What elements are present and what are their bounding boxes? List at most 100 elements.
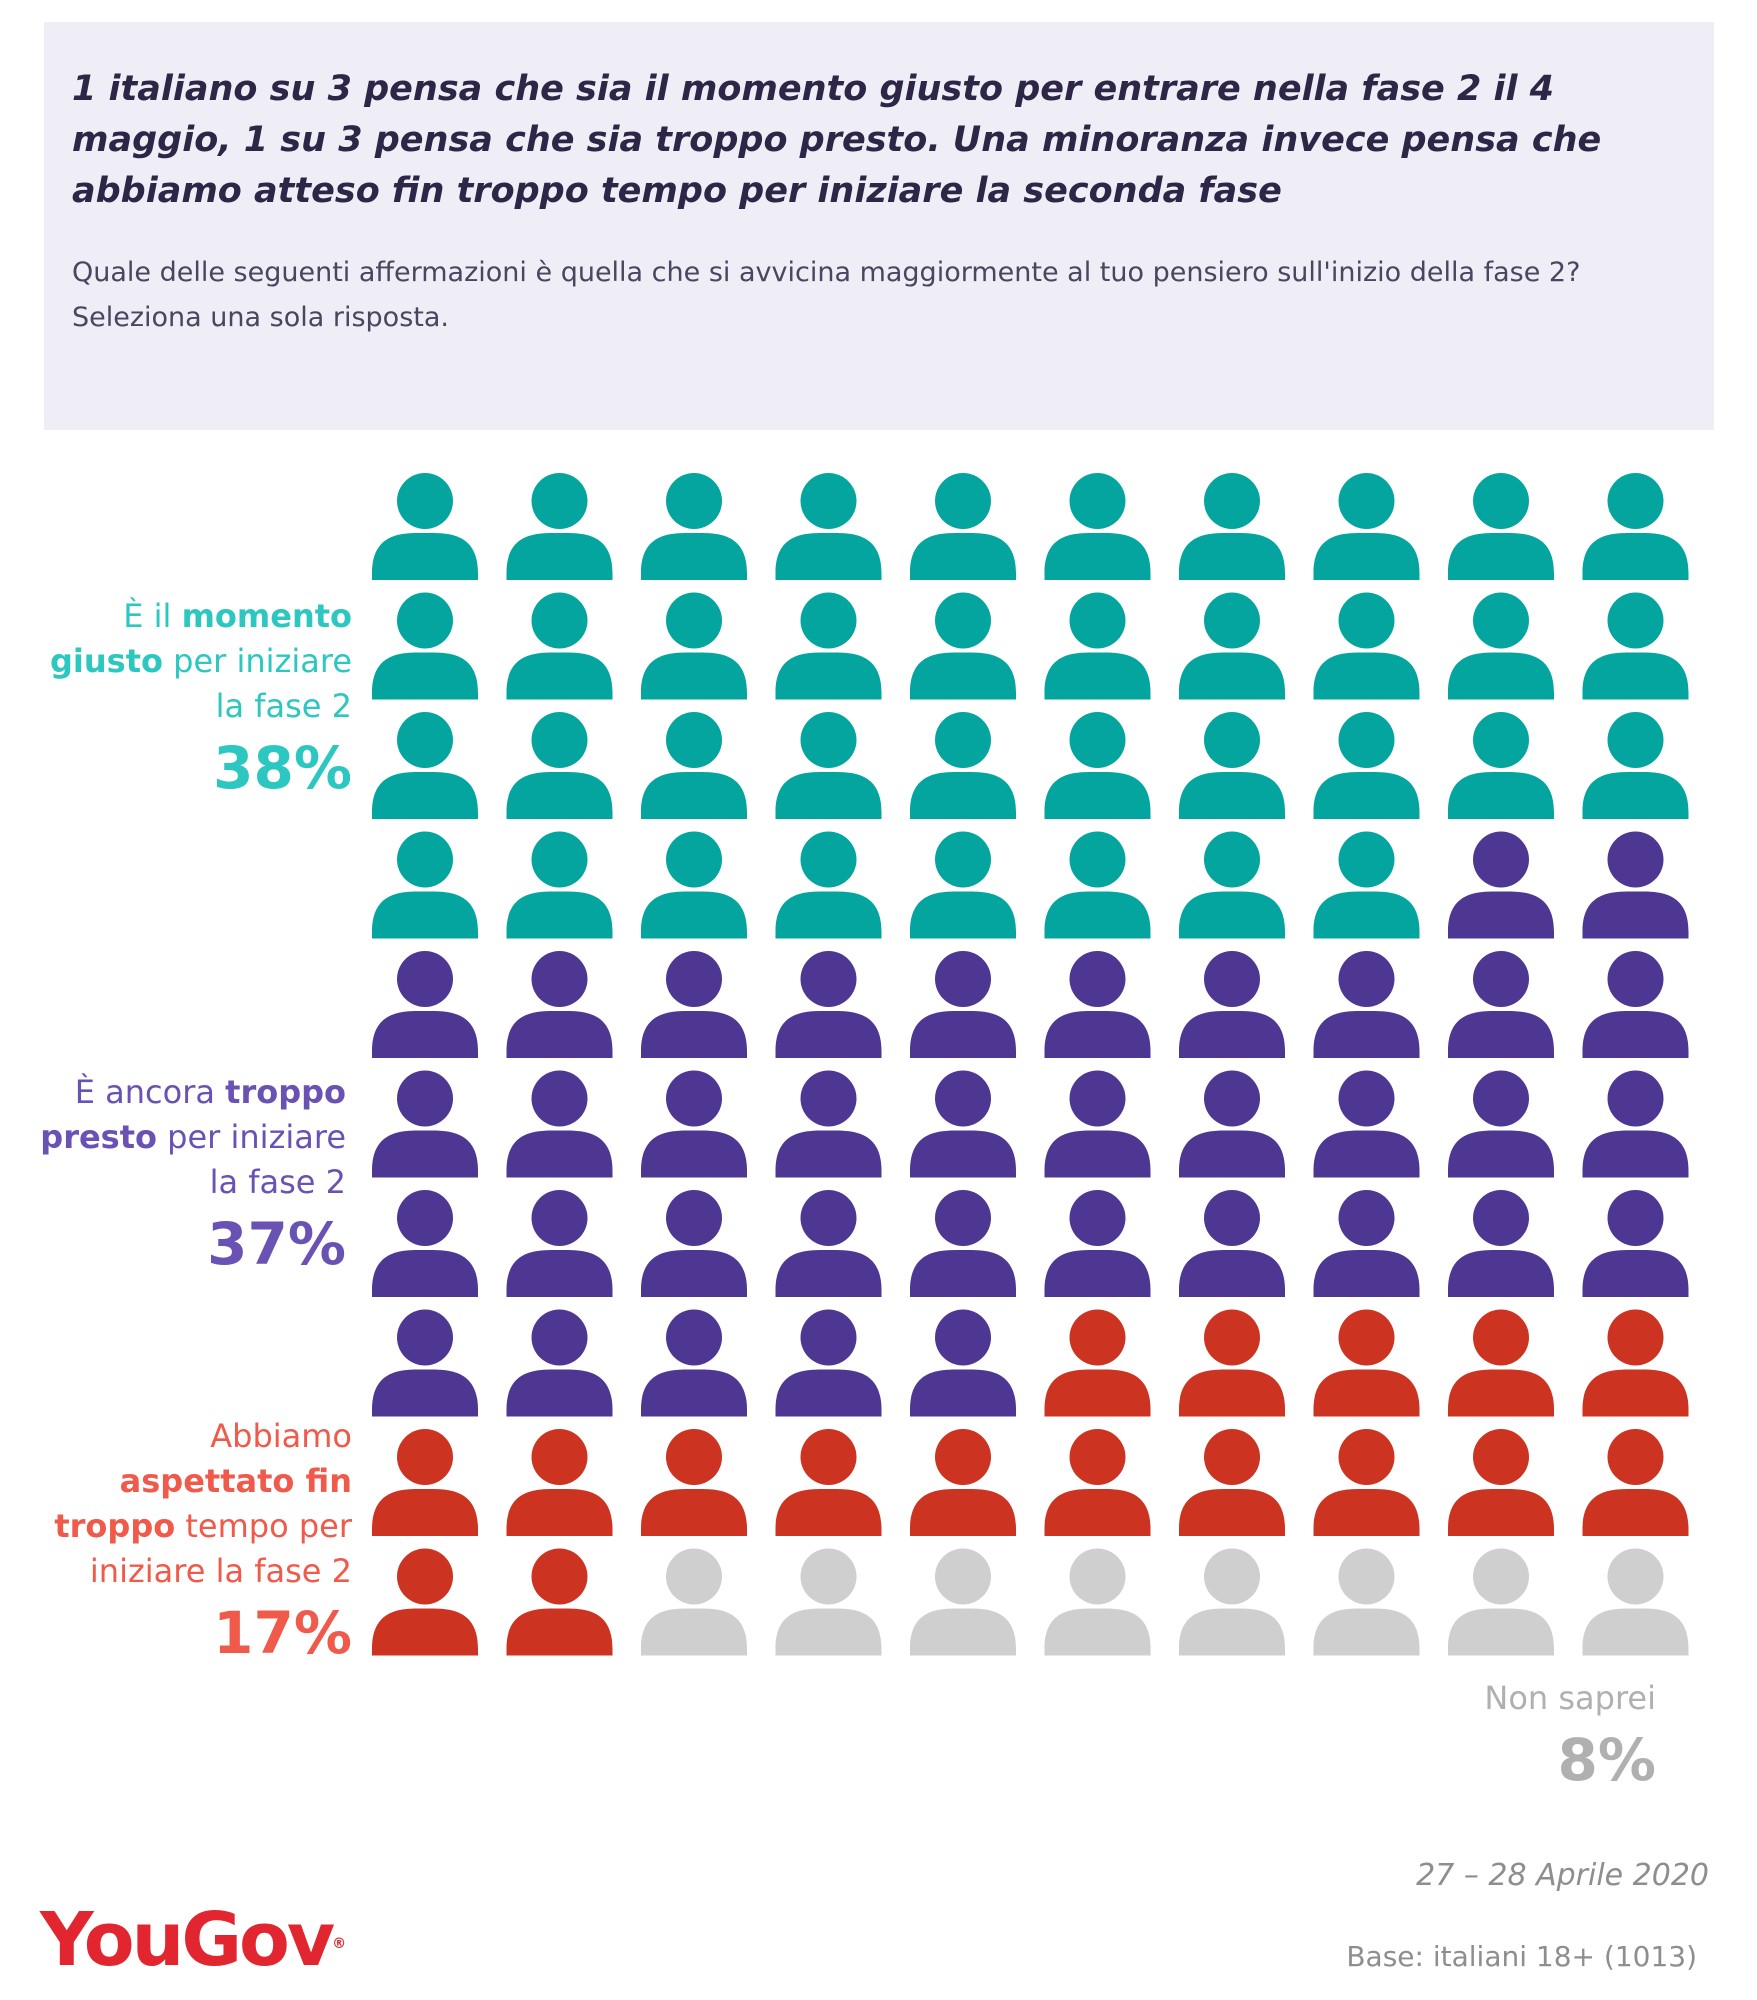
category-text-part: momento giusto bbox=[50, 597, 352, 680]
person-icon-troppo-presto bbox=[775, 951, 882, 1058]
category-text-part: aspettato fin troppo bbox=[54, 1462, 352, 1545]
category-percent: 37% bbox=[207, 1210, 346, 1278]
person-icon-troppo-presto bbox=[775, 1070, 882, 1178]
person-icon-momento-giusto bbox=[1044, 831, 1151, 939]
person-icon-momento-giusto bbox=[372, 592, 478, 700]
category-text-part: tempo per iniziare la fase 2 bbox=[89, 1507, 352, 1590]
person-icon-momento-giusto bbox=[1448, 712, 1554, 819]
person-icon-aspettato-troppo bbox=[641, 1429, 747, 1536]
person-icon-troppo-presto bbox=[1448, 951, 1554, 1058]
person-icon-troppo-presto bbox=[1448, 831, 1554, 939]
survey-base: Base: italiani 18+ (1013) bbox=[1346, 1940, 1697, 1973]
person-icon-momento-giusto bbox=[1448, 592, 1554, 700]
person-icon-momento-giusto bbox=[1313, 712, 1420, 819]
person-icon-troppo-presto bbox=[1179, 1190, 1285, 1297]
person-icon-momento-giusto bbox=[1044, 473, 1151, 580]
person-icon-troppo-presto bbox=[372, 951, 478, 1058]
person-icon-aspettato-troppo bbox=[1582, 1309, 1689, 1417]
person-icon-aspettato-troppo bbox=[1044, 1309, 1151, 1417]
category-text: Abbiamo aspettato fin troppo tempo per i… bbox=[54, 1417, 352, 1590]
person-icon-aspettato-troppo bbox=[1448, 1429, 1554, 1536]
person-icon-aspettato-troppo bbox=[506, 1429, 613, 1536]
person-icon-momento-giusto bbox=[641, 831, 747, 939]
survey-date: 27 – 28 Aprile 2020 bbox=[1416, 1858, 1709, 1893]
person-icon-momento-giusto bbox=[1179, 712, 1285, 819]
person-icon-non-saprei bbox=[641, 1548, 747, 1656]
category-text-part: troppo presto bbox=[40, 1073, 346, 1156]
person-icon-non-saprei bbox=[1582, 1548, 1689, 1656]
person-icon-troppo-presto bbox=[910, 951, 1016, 1058]
person-icon-momento-giusto bbox=[775, 473, 882, 580]
category-text: Non saprei bbox=[1484, 1679, 1656, 1717]
person-icon-momento-giusto bbox=[1179, 592, 1285, 700]
person-icon-aspettato-troppo bbox=[910, 1429, 1016, 1536]
person-icon-non-saprei bbox=[910, 1548, 1016, 1656]
category-percent: 38% bbox=[213, 734, 352, 802]
person-icon-troppo-presto bbox=[506, 951, 613, 1058]
person-icon-troppo-presto bbox=[775, 1309, 882, 1417]
person-icon-momento-giusto bbox=[506, 592, 613, 700]
person-icon-momento-giusto bbox=[1313, 831, 1420, 939]
person-icon-momento-giusto bbox=[1044, 712, 1151, 819]
person-icon-non-saprei bbox=[775, 1548, 882, 1656]
person-icon-troppo-presto bbox=[641, 1070, 747, 1178]
category-text-part: È il bbox=[123, 597, 182, 635]
person-icon-troppo-presto bbox=[1044, 1070, 1151, 1178]
person-icon-momento-giusto bbox=[1313, 592, 1420, 700]
person-icon-momento-giusto bbox=[1313, 473, 1420, 580]
header-box: 1 italiano su 3 pensa che sia il momento… bbox=[44, 22, 1714, 430]
headline: 1 italiano su 3 pensa che sia il momento… bbox=[72, 69, 1602, 211]
person-icon-troppo-presto bbox=[641, 951, 747, 1058]
person-icon-momento-giusto bbox=[775, 831, 882, 939]
person-icon-momento-giusto bbox=[641, 473, 747, 580]
category-label-troppo-presto: È ancora troppo presto per iniziare la f… bbox=[30, 1070, 346, 1279]
person-icon-momento-giusto bbox=[1179, 831, 1285, 939]
person-icon-troppo-presto bbox=[1313, 951, 1420, 1058]
person-icon-aspettato-troppo bbox=[1179, 1429, 1285, 1536]
person-icon-troppo-presto bbox=[775, 1190, 882, 1297]
person-icon-troppo-presto bbox=[641, 1309, 747, 1417]
person-icon-troppo-presto bbox=[910, 1190, 1016, 1297]
person-icon-troppo-presto bbox=[1044, 951, 1151, 1058]
category-text: È il momento giusto per iniziare la fase… bbox=[50, 597, 352, 725]
person-icon-troppo-presto bbox=[372, 1190, 478, 1297]
category-label-non-saprei: Non saprei 8% bbox=[1300, 1676, 1656, 1795]
person-icon-momento-giusto bbox=[910, 712, 1016, 819]
person-icon-momento-giusto bbox=[910, 831, 1016, 939]
person-icon-momento-giusto bbox=[641, 592, 747, 700]
person-icon-troppo-presto bbox=[1179, 951, 1285, 1058]
category-text-part: per iniziare la fase 2 bbox=[163, 642, 352, 725]
person-icon-momento-giusto bbox=[641, 712, 747, 819]
yougov-logo: YouGov® bbox=[40, 1897, 347, 1983]
person-icon-aspettato-troppo bbox=[506, 1548, 613, 1656]
person-icon-momento-giusto bbox=[775, 592, 882, 700]
person-icon-momento-giusto bbox=[1582, 592, 1689, 700]
person-icon-aspettato-troppo bbox=[1313, 1309, 1420, 1417]
person-icon-troppo-presto bbox=[1313, 1190, 1420, 1297]
person-icon-momento-giusto bbox=[910, 592, 1016, 700]
category-text-part: Abbiamo bbox=[210, 1417, 352, 1455]
person-icon-momento-giusto bbox=[372, 712, 478, 819]
person-icon-non-saprei bbox=[1044, 1548, 1151, 1656]
person-icon-non-saprei bbox=[1448, 1548, 1554, 1656]
person-icon-aspettato-troppo bbox=[1179, 1309, 1285, 1417]
person-icon-troppo-presto bbox=[1179, 1070, 1285, 1178]
person-icon-non-saprei bbox=[1313, 1548, 1420, 1656]
person-icon-momento-giusto bbox=[1179, 473, 1285, 580]
person-icon-momento-giusto bbox=[910, 473, 1016, 580]
person-icon-troppo-presto bbox=[1582, 1070, 1689, 1178]
category-text-part: È ancora bbox=[74, 1073, 226, 1111]
category-label-momento-giusto: È il momento giusto per iniziare la fase… bbox=[30, 594, 352, 803]
category-text: È ancora troppo presto per iniziare la f… bbox=[40, 1073, 346, 1201]
person-icon-troppo-presto bbox=[1313, 1070, 1420, 1178]
person-icon-aspettato-troppo bbox=[775, 1429, 882, 1536]
person-icon-troppo-presto bbox=[506, 1070, 613, 1178]
person-icon-momento-giusto bbox=[775, 712, 882, 819]
person-icon-aspettato-troppo bbox=[1448, 1309, 1554, 1417]
person-icon-aspettato-troppo bbox=[1313, 1429, 1420, 1536]
person-icon-momento-giusto bbox=[1044, 592, 1151, 700]
person-icon-troppo-presto bbox=[1582, 831, 1689, 939]
person-icon-troppo-presto bbox=[910, 1309, 1016, 1417]
person-icon-troppo-presto bbox=[506, 1190, 613, 1297]
